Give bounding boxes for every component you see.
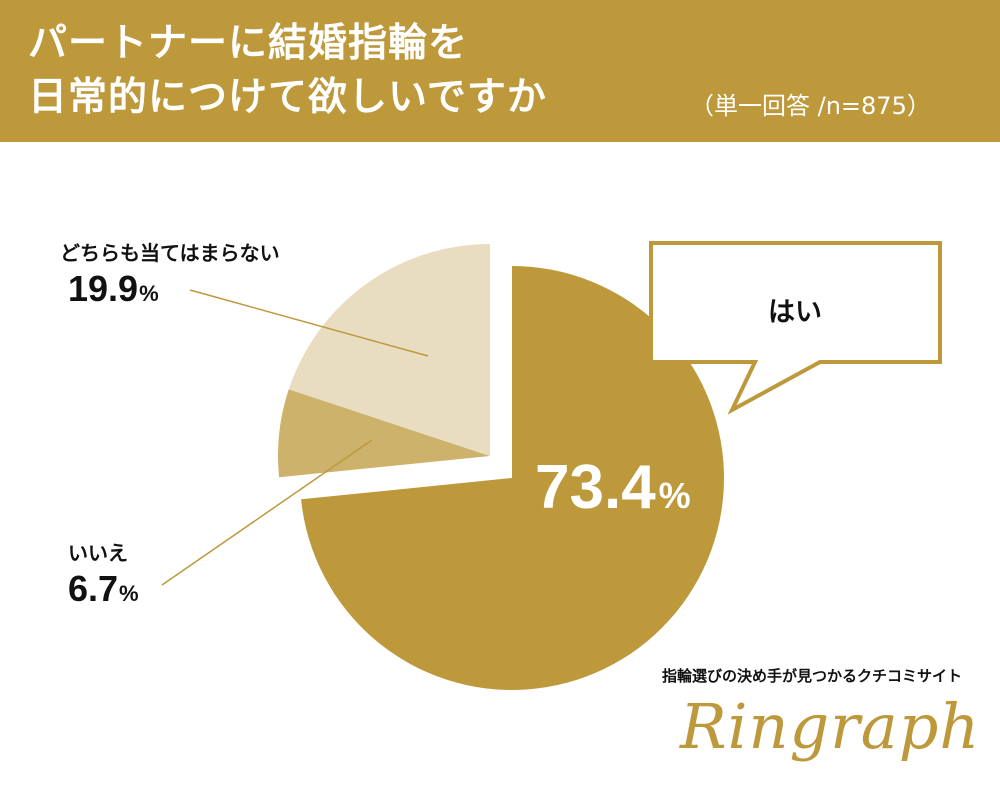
slice-value-neither: 19.9% xyxy=(68,268,159,309)
slice-label-yes: はい xyxy=(768,297,822,328)
slice-value-yes: 73.4% xyxy=(535,453,691,522)
sample-note: （単一回答 /n=875） xyxy=(690,92,931,120)
leader-line-no xyxy=(161,439,373,586)
site-tagline: 指輪選びの決め手が見つかるクチコミサイト xyxy=(662,667,963,685)
header-band: パートナーに結婚指輪を 日常的につけて欲しいですか （単一回答 /n=875） xyxy=(0,0,1000,142)
pie-slice-yes xyxy=(301,266,724,690)
leader-line-neither xyxy=(189,289,429,357)
slice-label-no: いいえ xyxy=(68,541,128,565)
ringraph-logo: Ringraph xyxy=(680,690,981,763)
slice-value-no: 6.7% xyxy=(68,568,139,609)
callout-bubble xyxy=(649,241,942,415)
pie-slice-neither xyxy=(288,244,490,456)
chart-title-line-1: パートナーに結婚指輪を xyxy=(28,21,469,66)
slice-label-neither: どちらも当てはまらない xyxy=(60,241,280,265)
chart-title-line-2: 日常的につけて欲しいですか xyxy=(28,75,547,120)
pie-slice-no xyxy=(278,389,490,478)
